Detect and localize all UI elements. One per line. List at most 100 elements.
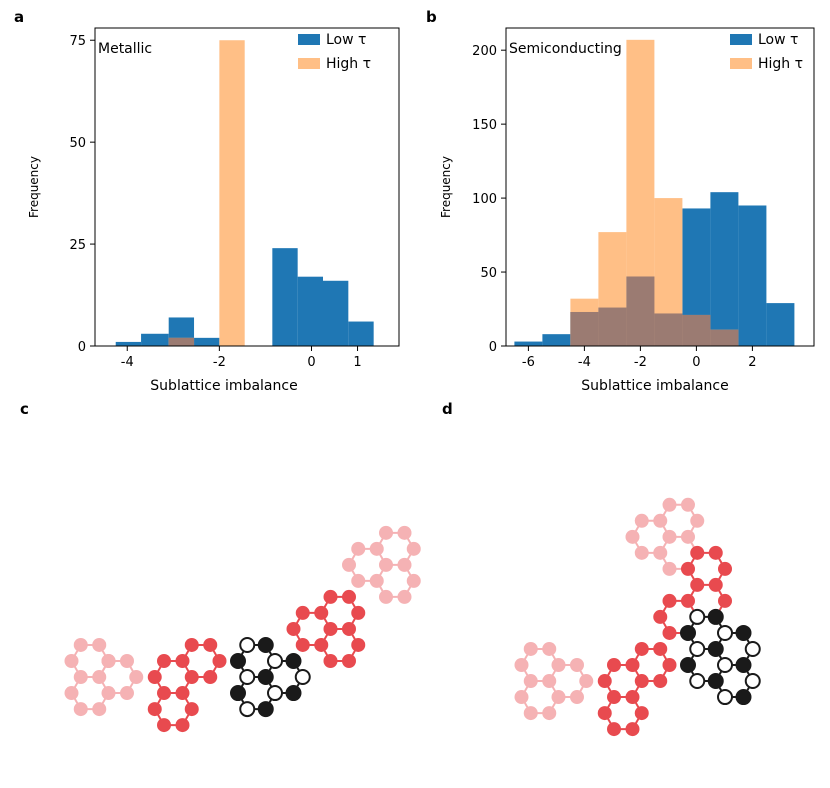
atom-d-50 bbox=[681, 561, 695, 576]
atom-c-60 bbox=[406, 541, 421, 556]
atom-c-5 bbox=[92, 637, 107, 652]
atom-d-43 bbox=[662, 625, 677, 640]
atom-c-20 bbox=[212, 654, 227, 668]
atom-c-46 bbox=[314, 605, 329, 620]
atom-d-64 bbox=[662, 561, 677, 576]
atom-c-36 bbox=[267, 685, 283, 702]
atom-c-18 bbox=[157, 654, 171, 668]
atom-d-10 bbox=[542, 706, 557, 721]
atom-d-52 bbox=[708, 545, 723, 560]
ticks-metallic: -4 -2 0 1 0 25 50 75 bbox=[69, 34, 361, 370]
panel-label-d: d bbox=[442, 400, 453, 418]
bar-low-a-8 bbox=[323, 280, 349, 346]
bar-low-b-8 bbox=[738, 205, 767, 346]
atom-d-24 bbox=[625, 722, 640, 737]
atom-c-42 bbox=[314, 637, 329, 652]
panel-label-c: c bbox=[20, 400, 29, 418]
y-tick-label-a-2: 50 bbox=[69, 136, 86, 151]
atom-d-18 bbox=[625, 658, 640, 672]
atom-c-37 bbox=[285, 653, 302, 669]
lattice-diagram-c bbox=[64, 525, 421, 733]
legend-swatch-low-b bbox=[730, 34, 752, 45]
atom-d-29 bbox=[689, 640, 706, 657]
atom-d-58 bbox=[634, 513, 649, 528]
y-tick-label-b-2: 100 bbox=[472, 192, 497, 207]
atom-c-31 bbox=[230, 653, 246, 669]
atom-d-35 bbox=[717, 657, 733, 673]
plot-frame-b bbox=[505, 27, 815, 347]
atom-d-25 bbox=[607, 722, 621, 737]
atom-c-57 bbox=[342, 557, 356, 572]
atom-c-66 bbox=[379, 589, 393, 604]
atom-c-56 bbox=[351, 573, 366, 588]
atom-d-62 bbox=[662, 497, 677, 512]
bar-low-a-1 bbox=[141, 333, 169, 346]
legend-label-low-b: Low τ bbox=[758, 32, 798, 48]
atom-d-20 bbox=[653, 674, 668, 689]
atom-c-39 bbox=[239, 701, 256, 718]
x-tick-label-b-0: -6 bbox=[522, 355, 535, 370]
atom-d-8 bbox=[551, 690, 566, 705]
atom-c-40 bbox=[230, 685, 246, 702]
atom-c-9 bbox=[101, 654, 116, 668]
atom-d-59 bbox=[653, 513, 668, 528]
bar-overlap-b-5 bbox=[654, 313, 683, 346]
atom-d-28 bbox=[707, 640, 724, 657]
atom-c-34 bbox=[294, 669, 311, 686]
xlabel-b: Sublattice imbalance bbox=[581, 378, 728, 394]
atom-c-3 bbox=[64, 654, 79, 668]
y-tick-label-b-3: 150 bbox=[472, 118, 497, 133]
legend-label-high-a: High τ bbox=[326, 56, 371, 72]
atom-c-24 bbox=[184, 702, 199, 717]
atom-c-64 bbox=[406, 573, 421, 588]
bar-low-b-9 bbox=[766, 303, 795, 346]
atom-c-14 bbox=[184, 670, 199, 685]
atom-c-26 bbox=[157, 718, 171, 733]
atom-c-47 bbox=[351, 605, 366, 620]
atom-c-52 bbox=[342, 654, 356, 668]
annotation-metallic: Metallic bbox=[98, 41, 152, 57]
bars-semiconducting bbox=[514, 39, 795, 347]
y-tick-label-a-0: 0 bbox=[78, 340, 86, 355]
bar-low-a-6 bbox=[272, 248, 298, 346]
ylabel-a: Frequency bbox=[27, 156, 41, 218]
atom-d-16 bbox=[597, 674, 612, 689]
x-tick-label-b-4: 2 bbox=[748, 355, 756, 370]
atom-d-21 bbox=[634, 641, 649, 656]
atom-d-7 bbox=[570, 690, 584, 705]
atom-d-36 bbox=[735, 624, 752, 641]
atom-d-15 bbox=[607, 690, 621, 705]
atom-c-10 bbox=[120, 654, 134, 668]
x-tick-label-b-1: -4 bbox=[578, 355, 591, 370]
atom-d-38 bbox=[689, 673, 706, 690]
legend-a: Low τ High τ bbox=[298, 32, 371, 72]
atom-d-14 bbox=[625, 690, 640, 705]
atom-c-21 bbox=[203, 670, 218, 685]
legend-swatch-high-b bbox=[730, 58, 752, 69]
atom-d-13 bbox=[634, 674, 649, 689]
x-tick-label-b-3: 0 bbox=[692, 355, 700, 370]
atom-d-11 bbox=[523, 706, 538, 721]
bar-low-b-1 bbox=[542, 334, 571, 346]
legend-b: Low τ High τ bbox=[730, 32, 803, 72]
atom-c-29 bbox=[257, 669, 274, 686]
annotation-semiconducting: Semiconducting bbox=[509, 41, 622, 57]
legend-swatch-low-a bbox=[298, 34, 320, 45]
atom-d-41 bbox=[735, 689, 752, 706]
atom-d-49 bbox=[690, 577, 705, 592]
atom-d-46 bbox=[681, 593, 695, 608]
atom-c-25 bbox=[175, 718, 190, 733]
atom-c-17 bbox=[147, 670, 162, 685]
atom-d-54 bbox=[662, 529, 677, 544]
atom-c-7 bbox=[120, 686, 134, 701]
atom-c-65 bbox=[397, 589, 412, 604]
atom-d-55 bbox=[653, 545, 668, 560]
atom-d-63 bbox=[681, 497, 695, 512]
atom-c-19 bbox=[175, 654, 190, 668]
bar-overlap-b-4 bbox=[626, 276, 655, 346]
legend-swatch-high-a bbox=[298, 58, 320, 69]
atom-c-58 bbox=[351, 541, 366, 556]
atom-d-23 bbox=[634, 706, 649, 721]
y-tick-label-b-4: 200 bbox=[472, 44, 497, 59]
x-tick-label-a-0: -4 bbox=[121, 355, 134, 370]
